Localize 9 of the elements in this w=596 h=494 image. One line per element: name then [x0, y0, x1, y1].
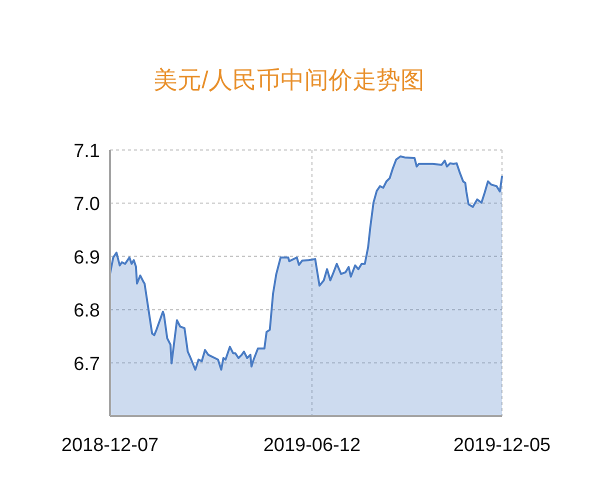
x-tick-label: 2018-12-07 [61, 435, 159, 456]
y-tick-label: 6.8 [74, 300, 100, 322]
y-tick-label: 6.9 [74, 247, 100, 268]
y-tick-label: 7.0 [74, 194, 100, 216]
x-tick-label: 2019-12-05 [453, 435, 551, 456]
y-tick-label: 6.7 [74, 354, 100, 375]
chart-title: 美元/人民币中间价走势图 [154, 67, 424, 94]
y-tick-label: 7.1 [74, 141, 100, 162]
x-tick-label: 2019-06-12 [263, 435, 361, 456]
